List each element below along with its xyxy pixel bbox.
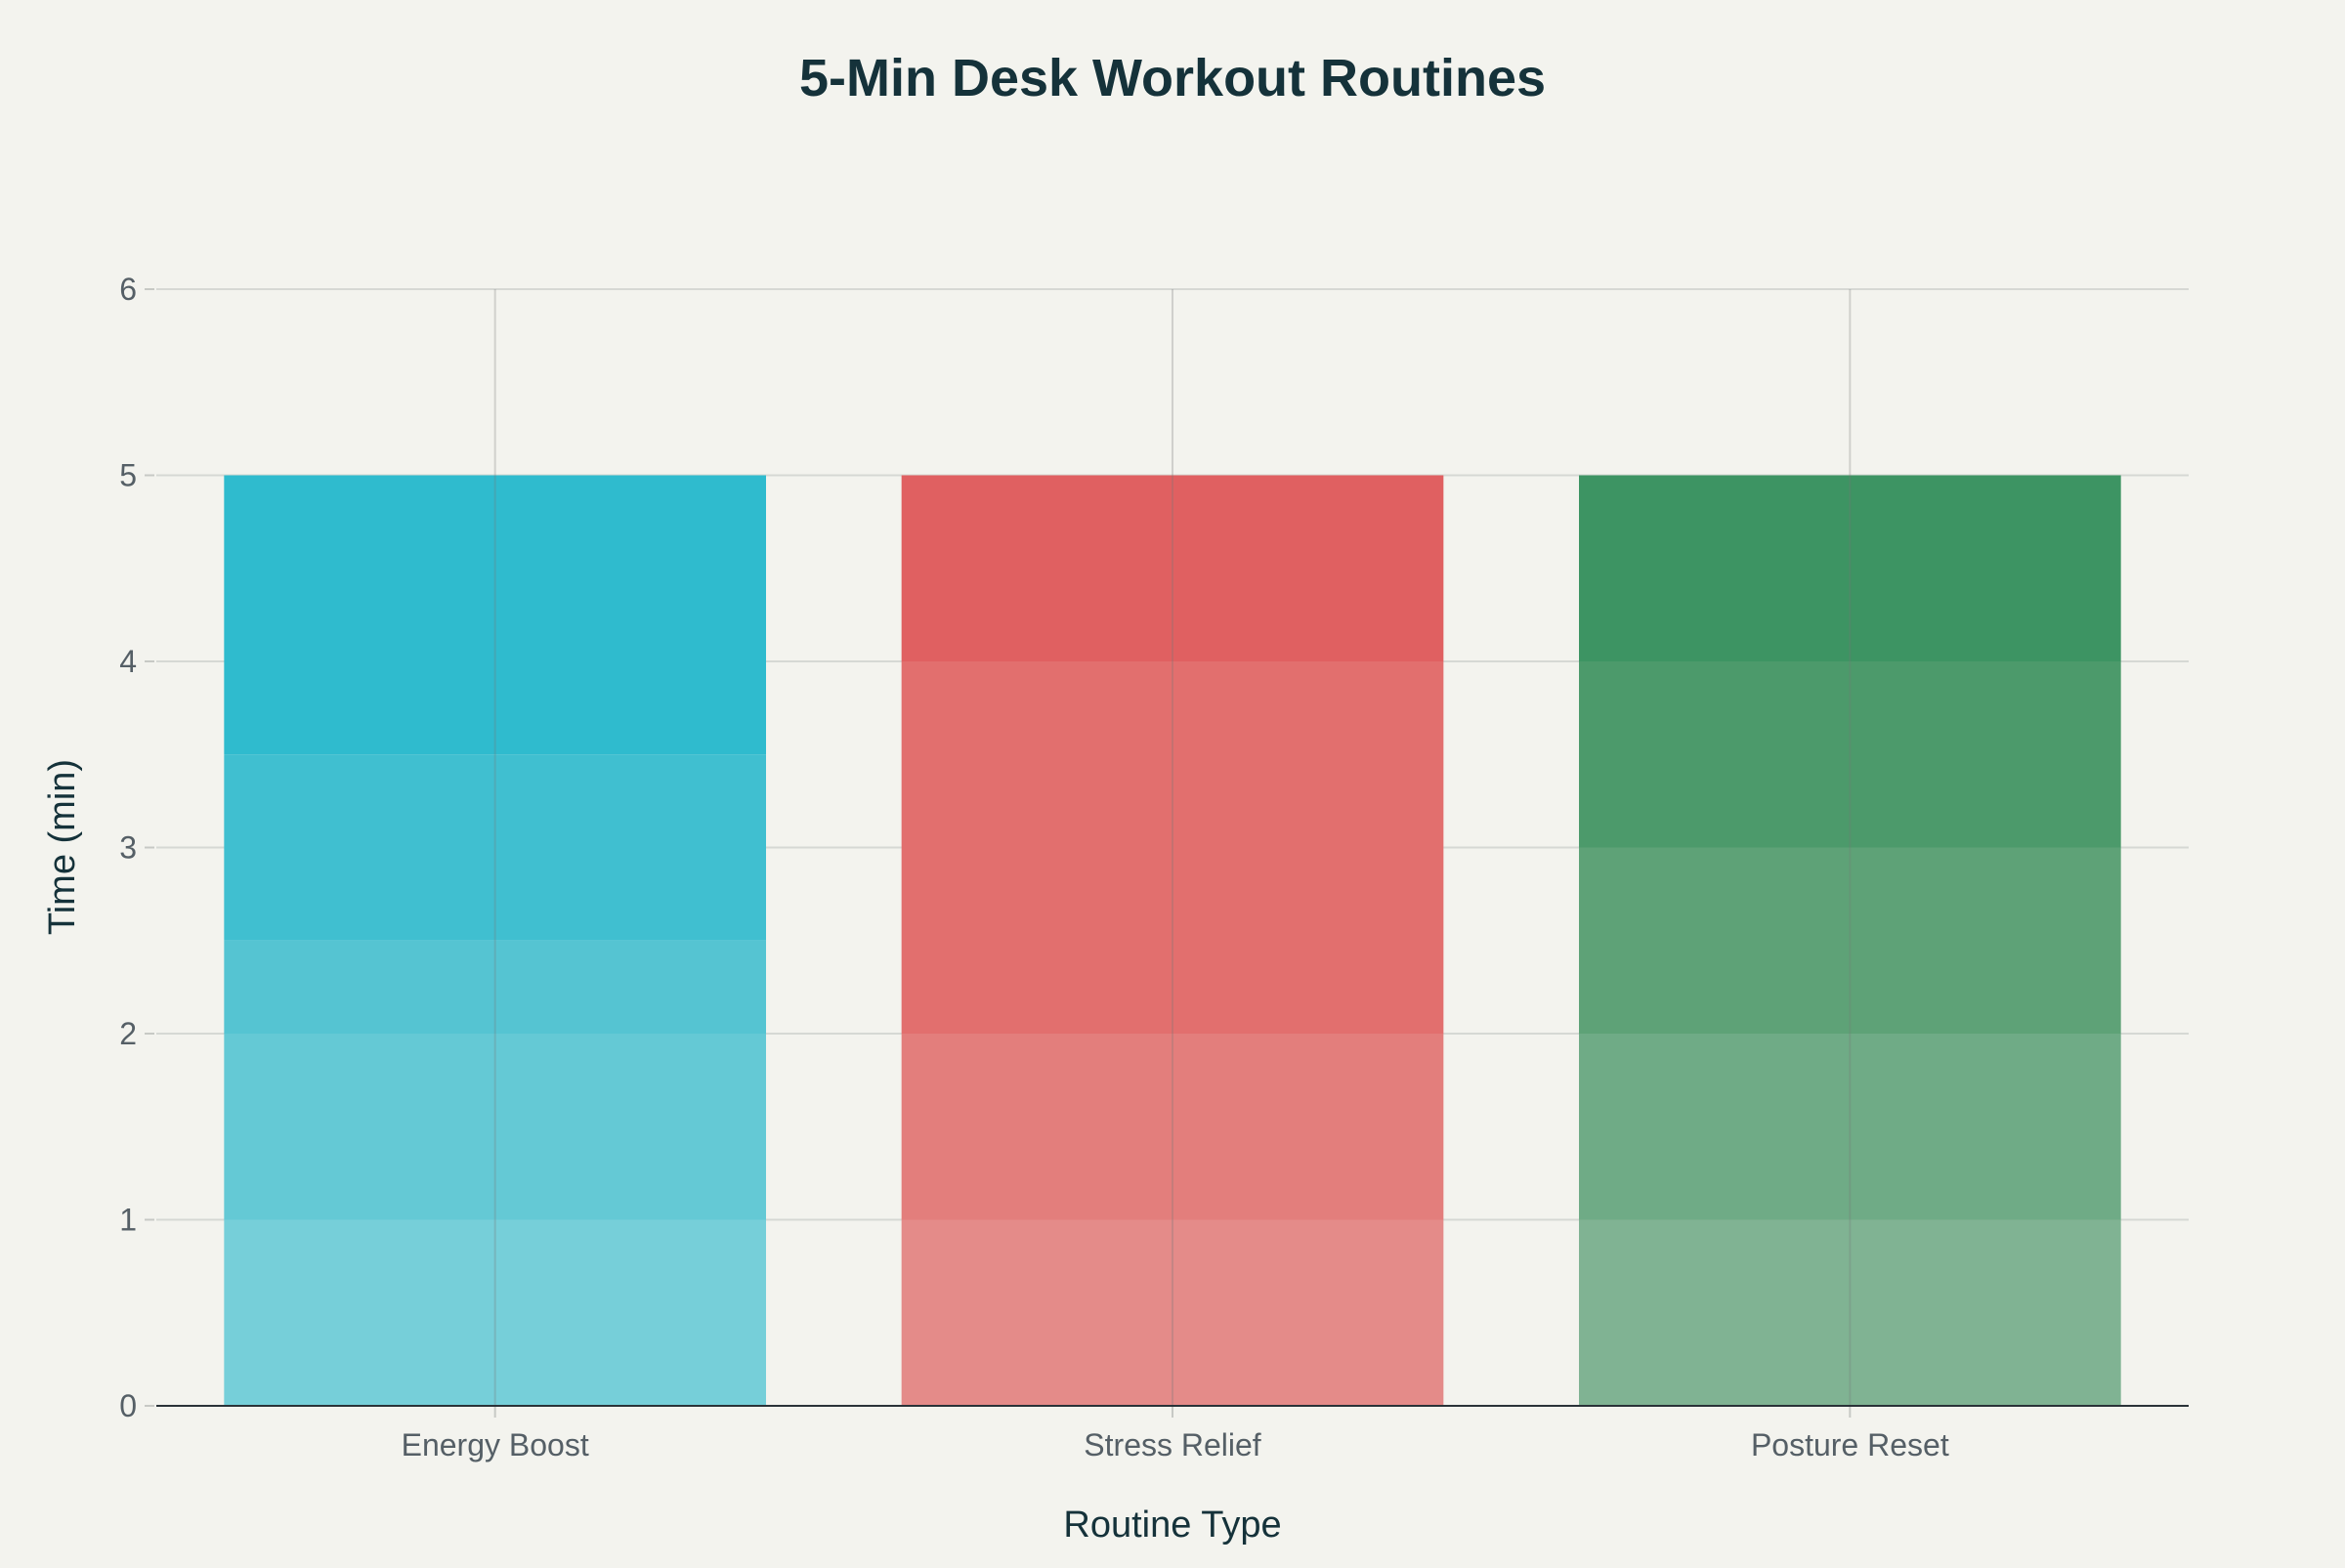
- vertical-grid-lines: [493, 289, 1852, 1406]
- y-tick-label: 1: [119, 1203, 137, 1238]
- bar-segment: [901, 475, 1444, 661]
- y-axis-label: Time (min): [42, 759, 83, 935]
- x-tick-label: Posture Reset: [1751, 1427, 1949, 1462]
- bar-segment: [224, 940, 767, 1034]
- bar-segment: [901, 1219, 1444, 1406]
- bars: [224, 475, 2121, 1406]
- x-axis-label: Routine Type: [1063, 1504, 1281, 1546]
- bar-segment: [224, 1219, 767, 1406]
- bar-segment: [901, 661, 1444, 848]
- bar-segment: [224, 754, 767, 941]
- bar-segment: [901, 847, 1444, 1034]
- bar-segment: [1579, 475, 2121, 661]
- y-tick-label: 6: [119, 272, 137, 307]
- y-tick-label: 2: [119, 1016, 137, 1051]
- bar-segment: [1579, 847, 2121, 1034]
- bar-segment: [224, 475, 767, 755]
- bar-segment: [1579, 1034, 2121, 1220]
- x-tick-label: Stress Relief: [1084, 1427, 1261, 1462]
- bar-segment: [901, 1034, 1444, 1220]
- chart-title: 5-Min Desk Workout Routines: [799, 49, 1546, 107]
- y-tick-label: 0: [119, 1388, 137, 1423]
- y-tick-label: 3: [119, 830, 137, 866]
- y-tick-label: 4: [119, 644, 137, 679]
- bar-segment: [1579, 1219, 2121, 1406]
- y-tick-label: 5: [119, 458, 137, 493]
- x-tick-label: Energy Boost: [402, 1427, 589, 1462]
- bar-segment: [224, 1034, 767, 1220]
- bar-segment: [1579, 661, 2121, 848]
- axes: 0 1 2 3 4 5 6 Energy Boost Stress Relief Posture …: [119, 272, 2189, 1462]
